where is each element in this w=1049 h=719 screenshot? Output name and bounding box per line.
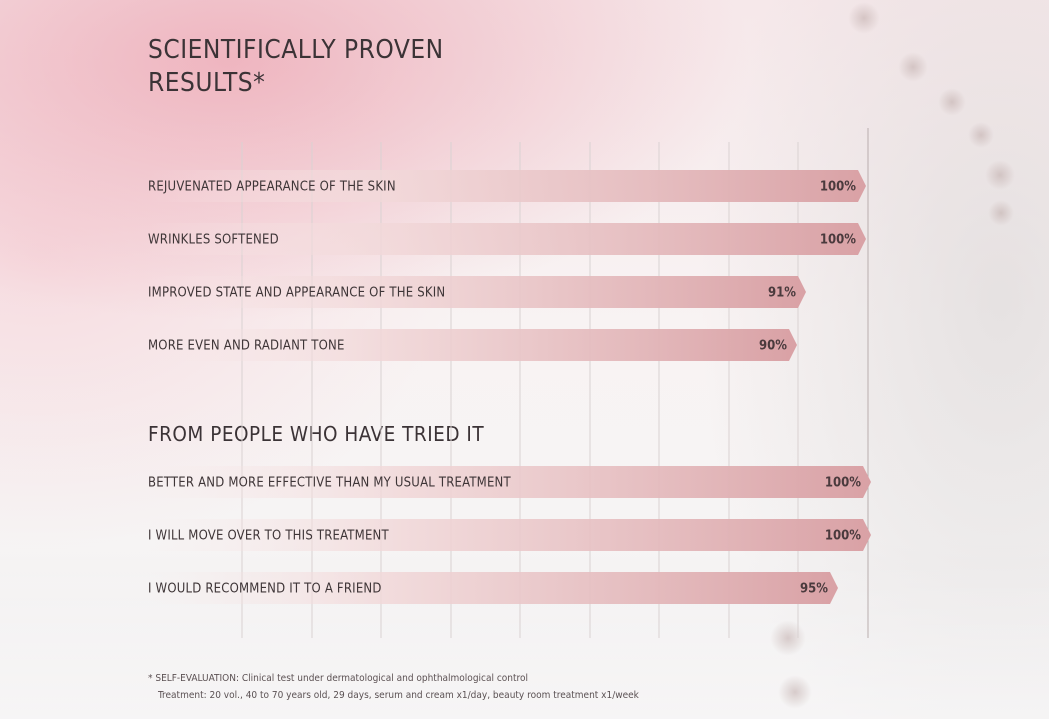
- category-label: IMPROVED STATE AND APPEARANCE OF THE SKI…: [148, 286, 445, 301]
- petal-decoration: [848, 2, 880, 34]
- value-label: 91%: [768, 286, 796, 301]
- category-label: WRINKLES SOFTENED: [148, 233, 279, 248]
- petal-decoration: [985, 160, 1015, 190]
- value-label: 90%: [759, 339, 787, 354]
- footnote-line-2: Treatment: 20 vol., 40 to 70 years old, …: [158, 690, 639, 701]
- value-label: 100%: [825, 476, 861, 491]
- section-title: FROM PEOPLE WHO HAVE TRIED IT: [148, 422, 485, 446]
- bar: [148, 572, 838, 604]
- bar: [148, 223, 866, 255]
- value-label: 100%: [820, 180, 856, 195]
- page-title: SCIENTIFICALLY PROVEN RESULTS*: [148, 35, 444, 98]
- value-label: 95%: [800, 582, 828, 597]
- category-label: I WILL MOVE OVER TO THIS TREATMENT: [148, 529, 389, 544]
- petal-decoration: [968, 122, 994, 148]
- category-label: BETTER AND MORE EFFECTIVE THAN MY USUAL …: [148, 476, 512, 491]
- bar: [148, 466, 871, 498]
- petal-decoration: [898, 52, 928, 82]
- bar: [148, 276, 806, 308]
- category-label: I WOULD RECOMMEND IT TO A FRIEND: [148, 582, 382, 597]
- footnote-line-1: * SELF-EVALUATION: Clinical test under d…: [148, 673, 528, 684]
- petal-decoration: [770, 620, 806, 656]
- category-label: REJUVENATED APPEARANCE OF THE SKIN: [148, 180, 396, 195]
- petal-decoration: [988, 200, 1014, 226]
- petal-decoration: [778, 675, 812, 709]
- category-label: MORE EVEN AND RADIANT TONE: [148, 339, 345, 354]
- value-label: 100%: [820, 233, 856, 248]
- value-label: 100%: [825, 529, 861, 544]
- bar: [148, 170, 866, 202]
- petal-decoration: [938, 88, 966, 116]
- footnote: * SELF-EVALUATION: Clinical test under d…: [148, 670, 639, 704]
- bar: [148, 329, 797, 361]
- bar: [148, 519, 871, 551]
